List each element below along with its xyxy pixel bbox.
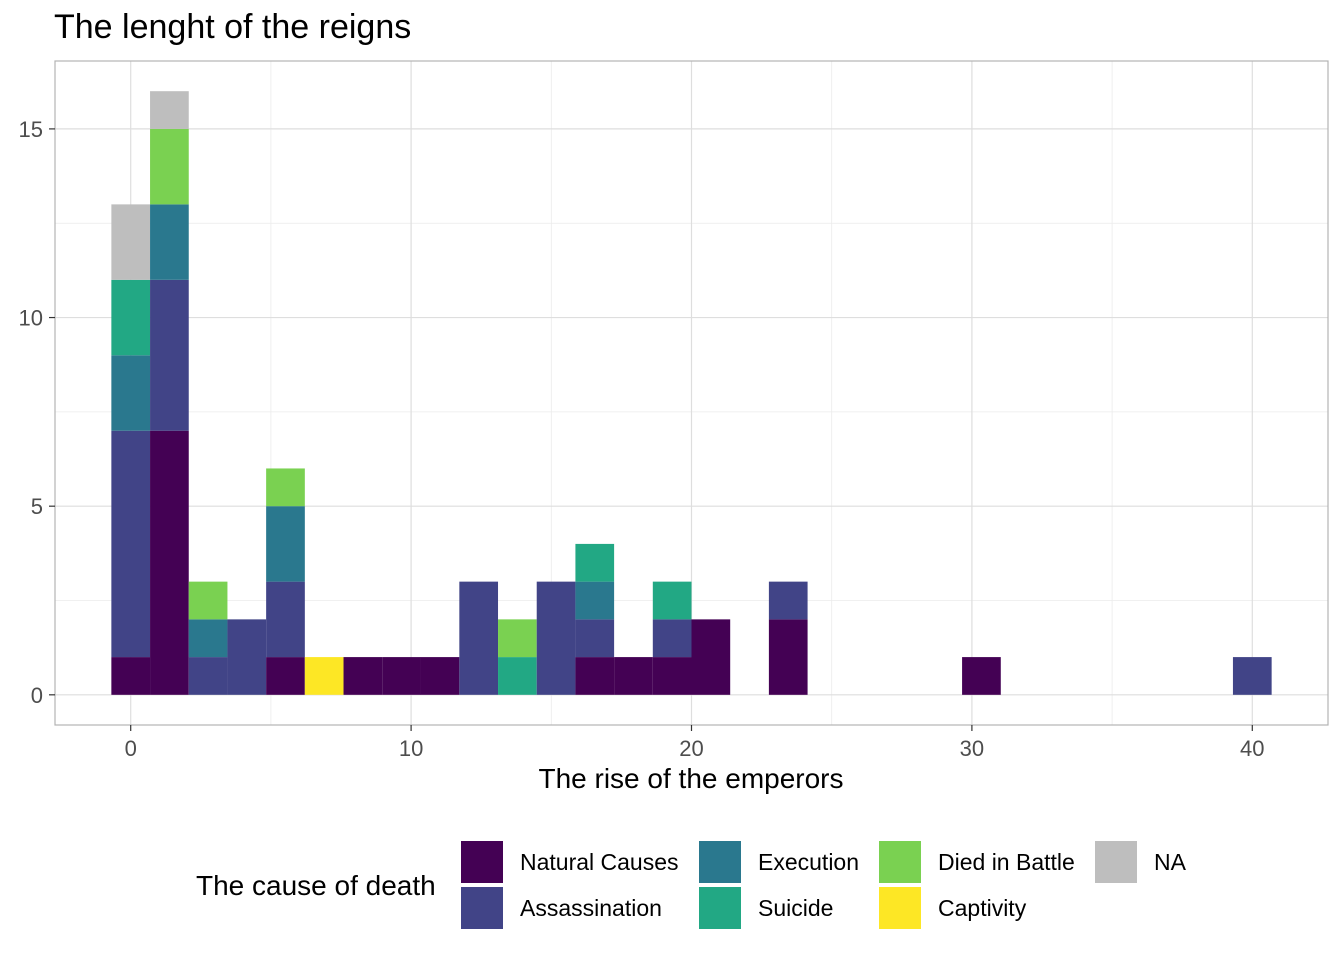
bar-segment-assassination: [768, 581, 808, 620]
bar-segment-assassination: [652, 619, 692, 658]
bar-segment-execution: [575, 581, 615, 620]
legend-key-suicide: [699, 887, 741, 929]
legend: The cause of death Natural Causes Assassi…: [196, 841, 1187, 929]
bar-segment-assassination: [188, 657, 228, 695]
bar-segment-na: [150, 91, 189, 129]
y-tick-label: 15: [19, 117, 43, 142]
bar-segment-assassination: [150, 279, 189, 431]
legend-label-execution: Execution: [758, 849, 859, 875]
bar-segment-execution: [188, 619, 228, 658]
bar-segment-natural-causes: [575, 657, 615, 695]
bar-segment-execution: [111, 355, 151, 431]
bar-segment-suicide: [498, 657, 537, 695]
bar-segment-execution: [150, 204, 189, 280]
legend-label-na: NA: [1154, 849, 1187, 875]
x-tick-label: 20: [679, 736, 703, 761]
legend-key-died-in-battle: [879, 841, 921, 883]
bar-segment-died-in-battle: [498, 619, 537, 658]
bar-segment-suicide: [111, 279, 151, 356]
legend-label-captivity: Captivity: [938, 895, 1027, 921]
bar-segment-assassination: [459, 581, 499, 695]
bar-segment-natural-causes: [652, 657, 692, 695]
bar-segment-natural-causes: [691, 619, 731, 695]
x-tick-label: 40: [1240, 736, 1264, 761]
x-axis-title: The rise of the emperors: [538, 763, 843, 794]
bar-segment-died-in-battle: [150, 128, 189, 205]
legend-title: The cause of death: [196, 870, 436, 901]
bar-segment-execution: [266, 506, 305, 582]
chart-title: The lenght of the reigns: [54, 8, 411, 46]
bar-segment-assassination: [575, 619, 615, 658]
bar-segment-assassination: [111, 430, 151, 658]
bar-segment-assassination: [227, 619, 267, 695]
x-tick-label: 0: [125, 736, 137, 761]
bar-segment-natural-causes: [111, 657, 151, 695]
bar-segment-natural-causes: [382, 657, 421, 695]
bar-segment-suicide: [575, 543, 615, 582]
legend-key-assassination: [461, 887, 503, 929]
axes: 0 10 20 30 40 0 5 10 15: [19, 117, 1265, 761]
bar-segment-captivity: [304, 657, 344, 695]
legend-label-assassination: Assassination: [520, 895, 662, 921]
bar-segment-died-in-battle: [188, 581, 228, 620]
x-tick-label: 30: [960, 736, 984, 761]
bar-segment-na: [111, 204, 151, 280]
bar-segment-died-in-battle: [266, 468, 305, 507]
y-tick-label: 0: [31, 683, 43, 708]
legend-key-natural-causes: [461, 841, 503, 883]
x-tick-label: 10: [399, 736, 423, 761]
bar-segment-assassination: [536, 581, 576, 695]
y-tick-label: 10: [19, 306, 43, 331]
y-tick-label: 5: [31, 494, 43, 519]
legend-key-execution: [699, 841, 741, 883]
legend-label-died-in-battle: Died in Battle: [938, 849, 1075, 875]
bar-segment-natural-causes: [768, 619, 808, 695]
bar-segment-natural-causes: [343, 657, 383, 695]
plot-area: [54, 60, 1329, 726]
bar-segment-suicide: [652, 581, 692, 620]
bar-segment-natural-causes: [150, 430, 189, 695]
legend-key-na: [1095, 841, 1137, 883]
bar-segment-natural-causes: [266, 657, 305, 695]
bar-segment-assassination: [1232, 657, 1272, 695]
bar-segment-assassination: [266, 581, 305, 658]
legend-key-captivity: [879, 887, 921, 929]
bar-segment-natural-causes: [962, 657, 1001, 695]
legend-label-suicide: Suicide: [758, 895, 833, 921]
bar-segment-natural-causes: [614, 657, 653, 695]
legend-label-natural-causes: Natural Causes: [520, 849, 679, 875]
bar-segment-natural-causes: [420, 657, 460, 695]
